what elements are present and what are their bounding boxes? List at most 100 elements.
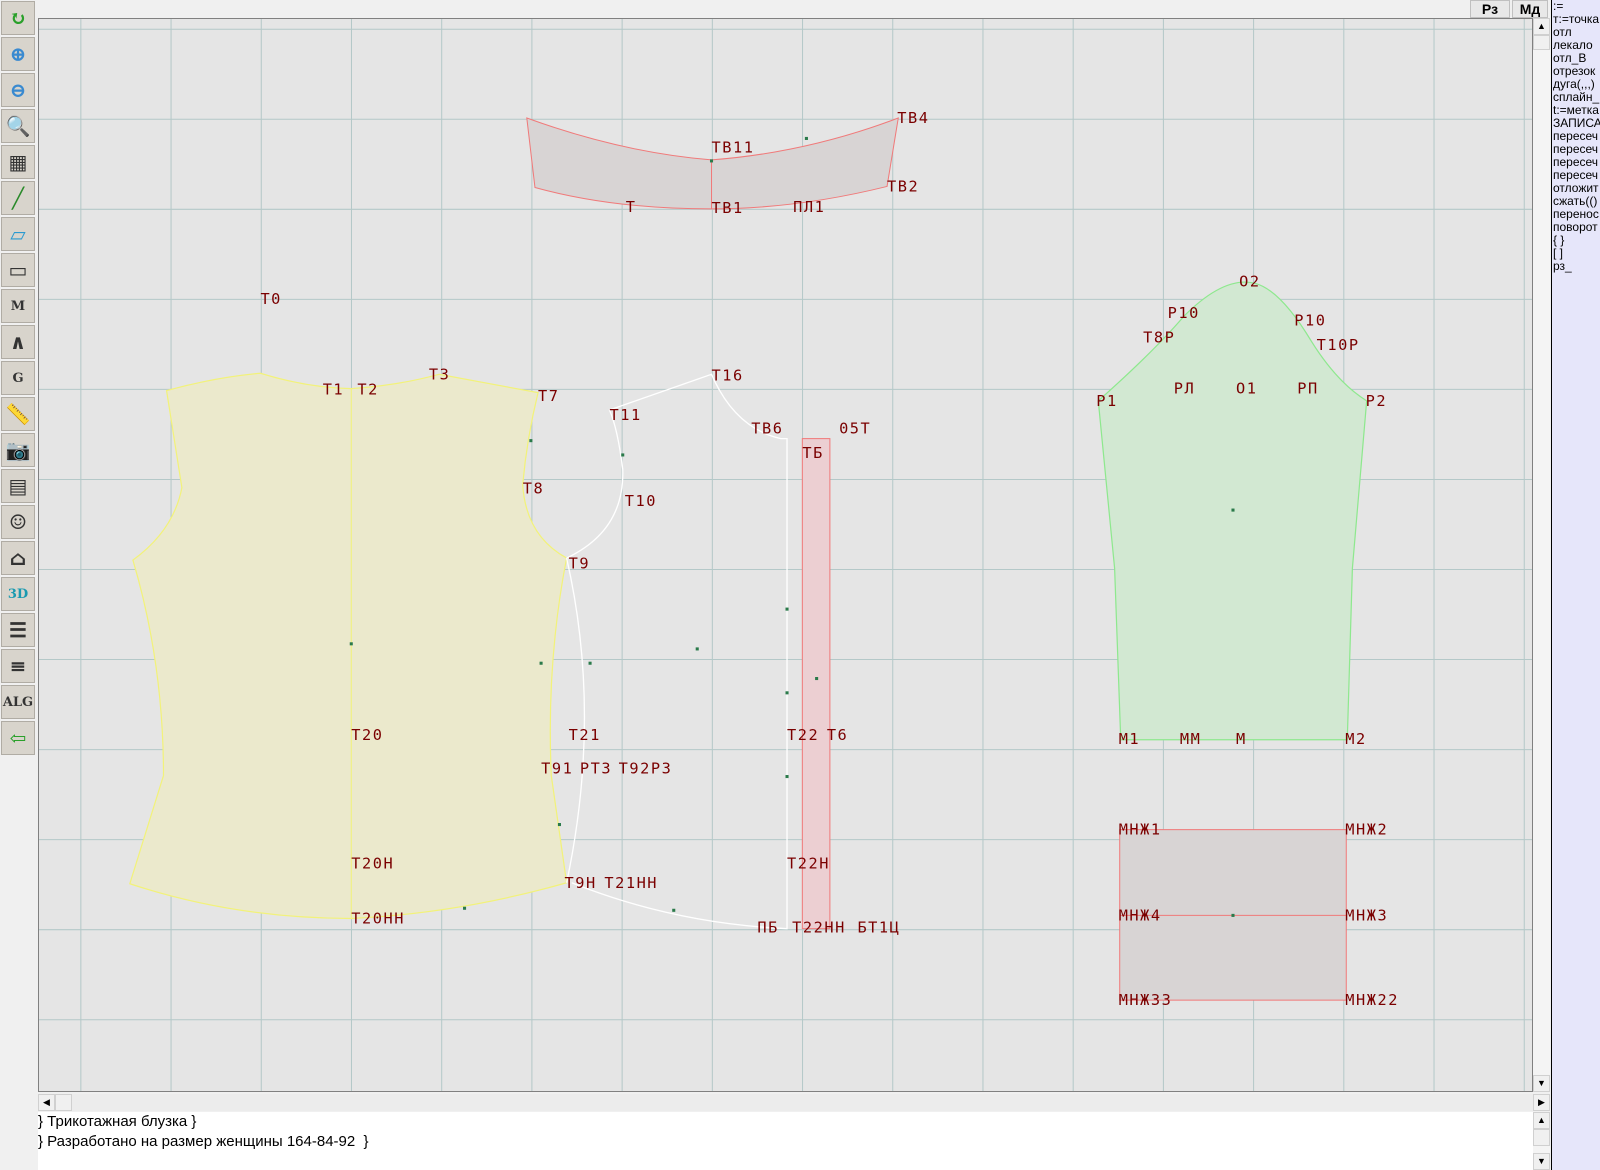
scroll-down-button[interactable]: ▼ [1533, 1153, 1550, 1170]
command-item[interactable]: сжать(() [1553, 195, 1598, 208]
zoom-pattern-tool-button[interactable]: 🔍 [1, 109, 35, 143]
grading-g-icon: G [12, 370, 24, 386]
zoom-pattern-icon: 🔍 [5, 114, 31, 138]
md-button[interactable]: Мд [1512, 0, 1548, 18]
3d-tool-button[interactable]: 3D [1, 577, 35, 611]
exit-door-icon: ⇦ [9, 726, 27, 750]
point-label: Р10 [1168, 304, 1200, 322]
zoom-in-icon: ⊕ [9, 42, 27, 66]
point-label: Т20НН [351, 910, 405, 928]
horizontal-scrollbar[interactable]: ◀ ▶ [38, 1094, 1550, 1111]
line-segment-tool-button[interactable]: ╱ [1, 181, 35, 215]
point-label: Т20Н [351, 854, 394, 872]
command-item[interactable]: отл [1553, 26, 1572, 39]
tool-palette: ↻ ⊕ ⊖ 🔍 ▦ ╱ ▱ ▭ M ∧ G 📏 📷 ▤ ☺ ⌂ 3D ☰ ≡ ALG ⇦ [0, 0, 37, 1170]
point-label: Т8 [523, 480, 544, 498]
text-list-icon: ☰ [9, 618, 27, 642]
command-item[interactable]: ЗАПИСА [1553, 117, 1600, 130]
point-label: 05Т [839, 420, 871, 438]
model-photo-tool-button[interactable]: ☺ [1, 505, 35, 539]
camera-tool-button[interactable]: 📷 [1, 433, 35, 467]
point-label: МНЖ33 [1119, 991, 1173, 1009]
point-label: РТ3 [580, 759, 612, 777]
top-strip: Рз Мд [37, 0, 1551, 18]
command-item[interactable]: отрезок [1553, 65, 1596, 78]
command-item[interactable]: сплайн_ [1553, 91, 1600, 104]
point-label: Т10Р [1317, 336, 1360, 354]
text-list-tool-button[interactable]: ☰ [1, 613, 35, 647]
grid-icon: ▦ [8, 150, 28, 174]
command-item[interactable]: пересеч [1553, 156, 1599, 169]
note-line: } Разработано на размер женщины 164-84-9… [38, 1133, 369, 1150]
command-item[interactable]: t:=метка [1553, 104, 1599, 117]
point-marker [529, 439, 533, 443]
compass-tool-button[interactable]: ∧ [1, 325, 35, 359]
scroll-down-button[interactable]: ▼ [1533, 1075, 1550, 1092]
command-item[interactable]: [ ] [1553, 247, 1564, 260]
point-label: Т [626, 198, 637, 216]
point-label: Т22НН [792, 919, 846, 937]
point-marker [785, 691, 789, 695]
exit-door-tool-button[interactable]: ⇦ [1, 721, 35, 755]
scroll-thumb[interactable] [1533, 35, 1550, 50]
command-item[interactable]: отложит [1553, 182, 1599, 195]
point-marker [695, 647, 699, 651]
point-marker [804, 136, 808, 140]
point-label: Т20 [351, 726, 383, 744]
spreadsheet-tool-button[interactable]: ▤ [1, 469, 35, 503]
command-item[interactable]: поворот [1553, 221, 1598, 234]
point-label: ПЛ1 [793, 198, 825, 216]
point-label: Т0 [260, 290, 281, 308]
grid-tool-button[interactable]: ▦ [1, 145, 35, 179]
point-label: М1 [1119, 730, 1140, 748]
grading-g-tool-button[interactable]: G [1, 361, 35, 395]
pattern-piece-tool-button[interactable]: ▭ [1, 253, 35, 287]
point-label: Т16 [712, 366, 744, 384]
command-item[interactable]: пересеч [1553, 130, 1599, 143]
point-label: Т8Р [1143, 329, 1175, 347]
command-item[interactable]: отл_В [1553, 52, 1587, 65]
point-label: Т6 [827, 726, 848, 744]
jacket-sketch-tool-button[interactable]: ⌂ [1, 541, 35, 575]
command-item[interactable]: лекало [1553, 39, 1593, 52]
scroll-left-button[interactable]: ◀ [38, 1094, 55, 1111]
ruler-tool-button[interactable]: 📏 [1, 397, 35, 431]
command-item[interactable]: т:=точка [1553, 13, 1600, 26]
point-label: ТБ [802, 444, 823, 462]
zoom-in-tool-button[interactable]: ⊕ [1, 37, 35, 71]
spreadsheet-icon: ▤ [8, 474, 28, 498]
books-tool-button[interactable]: ≡ [1, 649, 35, 683]
algorithm-tool-button[interactable]: ALG [1, 685, 35, 719]
map-tool-button[interactable]: ▱ [1, 217, 35, 251]
scroll-right-button[interactable]: ▶ [1533, 1094, 1550, 1111]
zoom-out-tool-button[interactable]: ⊖ [1, 73, 35, 107]
point-label: ПБ [757, 919, 778, 937]
scroll-thumb[interactable] [1533, 1129, 1550, 1146]
books-icon: ≡ [9, 654, 27, 678]
command-item[interactable]: рз_ [1553, 260, 1572, 273]
scroll-up-button[interactable]: ▲ [1533, 1112, 1550, 1129]
pattern-m-tool-button[interactable]: M [1, 289, 35, 323]
point-marker [621, 453, 625, 457]
command-item[interactable]: дуга(,,,) [1553, 78, 1595, 91]
refresh-tool-button[interactable]: ↻ [1, 1, 35, 35]
drawing-canvas[interactable]: Т0 Т1 Т2 Т3 Т7 Т8 Т9 Т11 Т10 Т16 ТВ6 05Т ТБ ТВ4 ТВ11 ТВ… [38, 18, 1533, 1092]
command-item[interactable]: := [1553, 0, 1564, 13]
point-label: МНЖ22 [1345, 991, 1399, 1009]
notes-text-area[interactable]: } Трикотажная блузка } } Разработано на … [38, 1112, 1533, 1170]
point-label: Р1 [1096, 392, 1117, 410]
point-marker [815, 677, 819, 681]
point-label: Т3 [429, 365, 450, 383]
notes-scrollbar[interactable]: ▲ ▼ [1533, 1112, 1550, 1170]
point-label: МНЖ2 [1345, 821, 1388, 839]
command-item[interactable]: пересеч [1553, 169, 1599, 182]
scroll-thumb-horizontal[interactable] [55, 1094, 72, 1111]
command-item[interactable]: пересеч [1553, 143, 1599, 156]
scroll-up-button[interactable]: ▲ [1533, 18, 1550, 35]
rz-button[interactable]: Рз [1470, 0, 1510, 18]
command-item[interactable]: перенос [1553, 208, 1599, 221]
point-label: ТВ6 [751, 420, 783, 438]
vertical-scrollbar[interactable]: ▲ ▼ [1533, 18, 1550, 1092]
point-marker [785, 775, 789, 779]
command-item[interactable]: { } [1553, 234, 1565, 247]
